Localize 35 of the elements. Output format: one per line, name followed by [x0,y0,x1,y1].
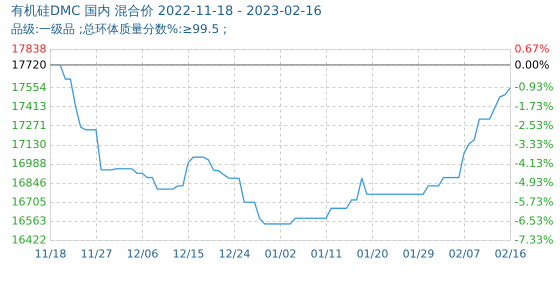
y2-tick-label: 0.00% [514,58,550,72]
x-tick-label: 01/20 [356,248,388,260]
x-tick-label: 11/18 [34,248,66,260]
y-tick-label: 17413 [12,100,46,113]
y-tick-label: 17838 [12,42,46,56]
y2-tick-label: -7.33% [514,234,554,246]
y2-tick-label: -0.93% [514,80,554,94]
y2-tick-label: -3.33% [514,138,554,151]
chart-title: 有机硅DMC 国内 混合价 2022-11-18 - 2023-02-16 [11,4,322,19]
y-tick-label: 17271 [12,118,46,132]
x-tick-label: 01/11 [310,248,342,260]
y2-tick-label: -4.93% [514,176,554,190]
y-tick-label: 17554 [12,80,46,94]
x-tick-label: 11/27 [80,248,112,260]
x-tick-label: 02/16 [494,248,526,260]
y2-tick-label: 0.67% [514,42,550,56]
y-tick-label: 16988 [12,157,46,170]
y2-tick-label: -2.53% [514,118,554,132]
x-tick-label: 12/15 [172,248,204,260]
x-tick-label: 12/24 [218,248,250,260]
y2-tick-label: -1.73% [514,100,554,113]
y2-tick-label: -4.13% [514,157,554,170]
chart-subtitle: 品级:一级品 ;总环体质量分数%:≥99.5 ; [11,22,227,36]
x-tick-label: 12/06 [126,248,158,260]
y-tick-label: 16846 [12,176,46,190]
y-tick-label: 16563 [12,214,46,228]
x-tick-label: 01/02 [264,248,296,260]
x-tick-label: 01/29 [402,248,434,260]
y-tick-label: 16422 [12,234,46,246]
y2-tick-label: -5.73% [514,195,554,208]
y-tick-label: 17130 [12,138,46,151]
y-tick-label: 16705 [12,195,46,208]
y2-tick-label: -6.53% [514,214,554,228]
y-tick-label: 17720 [12,58,46,72]
x-tick-label: 02/07 [448,248,480,260]
